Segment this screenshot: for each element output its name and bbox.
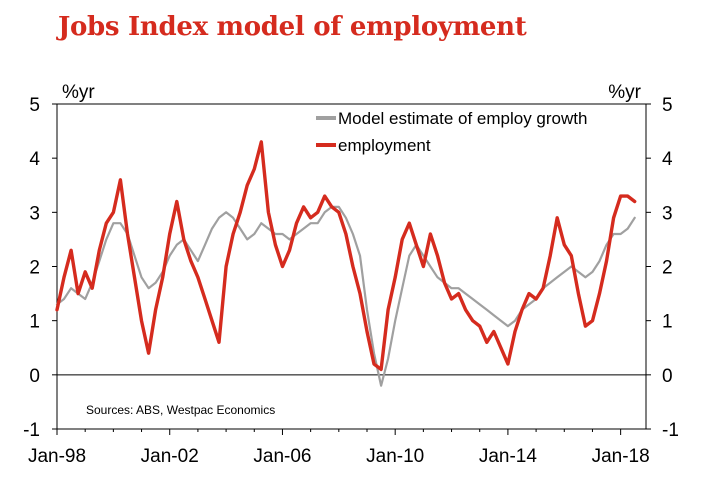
y-axis-left: -1 0 1 2 3 4 5 bbox=[23, 95, 57, 441]
y-axis-right: -1 0 1 2 3 4 5 bbox=[646, 95, 679, 441]
y-tick-label-left: 5 bbox=[29, 95, 40, 116]
x-tick-label: Jan-18 bbox=[592, 446, 650, 467]
y-unit-right: %yr bbox=[608, 82, 641, 103]
x-tick-label: Jan-98 bbox=[28, 446, 86, 467]
x-tick-label: Jan-06 bbox=[253, 446, 311, 467]
legend-label-model: Model estimate of employ growth bbox=[338, 109, 587, 128]
y-tick-label-left: 2 bbox=[29, 258, 40, 279]
chart-title: Jobs Index model of employment bbox=[58, 12, 527, 42]
series-line-employment bbox=[55, 140, 637, 372]
y-tick-label-right: -1 bbox=[662, 420, 679, 441]
y-tick-label-left: 0 bbox=[29, 366, 40, 387]
legend: Model estimate of employ growth employme… bbox=[316, 109, 587, 155]
y-tick-label-left: 4 bbox=[29, 149, 40, 170]
y-tick-label-right: 4 bbox=[662, 149, 673, 170]
y-unit-left: %yr bbox=[62, 82, 95, 103]
y-tick-label-right: 1 bbox=[662, 312, 673, 333]
source-note: Sources: ABS, Westpac Economics bbox=[86, 403, 275, 417]
y-tick-label-left: 1 bbox=[29, 312, 40, 333]
y-tick-label-right: 5 bbox=[662, 95, 673, 116]
y-tick-label-right: 0 bbox=[662, 366, 673, 387]
x-tick-label: Jan-10 bbox=[366, 446, 424, 467]
x-tick-label: Jan-02 bbox=[141, 446, 199, 467]
y-tick-label-left: -1 bbox=[23, 420, 40, 441]
y-tick-label-right: 3 bbox=[662, 203, 673, 224]
series-layer bbox=[55, 140, 637, 387]
y-tick-label-left: 3 bbox=[29, 203, 40, 224]
x-axis: Jan-98 Jan-02 Jan-06 Jan-10 Jan-14 Jan-18 bbox=[28, 429, 650, 467]
y-tick-label-right: 2 bbox=[662, 258, 673, 279]
x-tick-label: Jan-14 bbox=[479, 446, 538, 467]
legend-label-employment: employment bbox=[338, 136, 431, 155]
